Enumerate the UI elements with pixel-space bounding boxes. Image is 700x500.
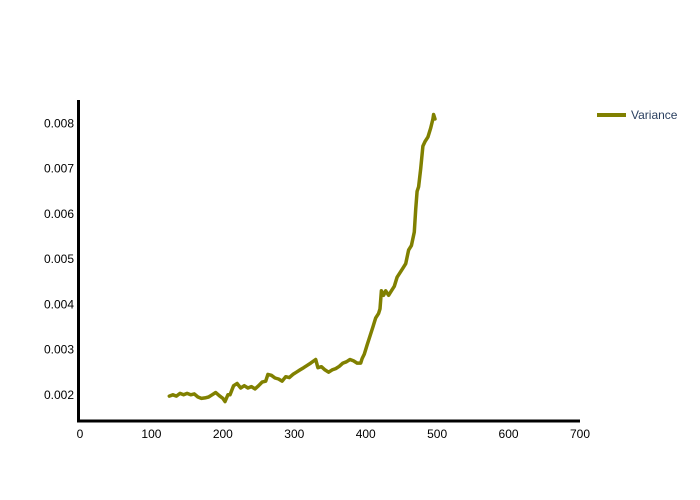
y-tick-label: 0.003 <box>44 343 74 357</box>
y-tick-label: 0.008 <box>44 117 74 131</box>
legend[interactable]: Variance <box>597 108 678 122</box>
x-tick-label: 100 <box>141 427 161 441</box>
x-tick-label: 0 <box>77 427 84 441</box>
x-tick-label: 300 <box>284 427 304 441</box>
y-tick-label: 0.004 <box>44 297 74 311</box>
x-tick-label: 400 <box>356 427 376 441</box>
legend-label-variance: Variance <box>631 108 678 122</box>
x-tick-label: 500 <box>427 427 447 441</box>
x-tick-label: 200 <box>213 427 233 441</box>
y-tick-label: 0.005 <box>44 252 74 266</box>
y-tick-label: 0.007 <box>44 162 74 176</box>
x-tick-labels: 0 100 200 300 400 500 600 700 <box>77 427 591 441</box>
y-tick-label: 0.006 <box>44 207 74 221</box>
x-tick-label: 700 <box>570 427 590 441</box>
series-layer <box>167 112 437 404</box>
y-tick-label: 0.002 <box>44 388 74 402</box>
y-tick-labels: 0.002 0.003 0.004 0.005 0.006 0.007 0.008 <box>44 117 74 402</box>
series-line-variance <box>167 112 437 404</box>
x-tick-label: 600 <box>499 427 519 441</box>
